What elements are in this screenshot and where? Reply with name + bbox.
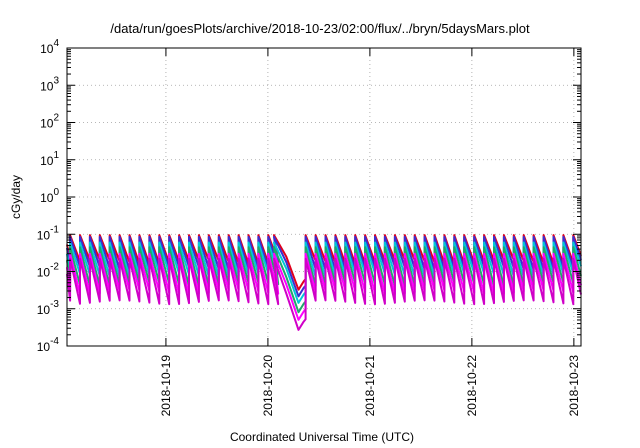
y-tick-label: 102 [40,113,59,131]
y-tick-label: 10-4 [37,336,60,354]
series-line [66,257,582,331]
y-ticks: 10-4 10-3 10-2 10-1 100 101 102 103 104 [37,38,581,354]
x-axis-label: Coordinated Universal Time (UTC) [230,430,414,444]
y-tick-label: 104 [40,38,59,56]
grid [67,48,581,346]
y-tick-label: 10-2 [37,262,60,280]
y-tick-label: 10-1 [37,224,60,242]
y-tick-label: 100 [40,187,59,205]
x-tick-label: 2018-10-23 [567,355,581,417]
y-tick-label: 101 [40,150,59,168]
x-tick-label: 2018-10-19 [159,355,173,417]
y-tick-label: 103 [40,75,59,93]
y-axis-label: cGy/day [9,175,23,219]
x-ticks: 2018-10-19 2018-10-20 2018-10-21 2018-10-22… [159,48,581,416]
x-tick-label: 2018-10-21 [363,355,377,417]
y-tick-label: 10-3 [37,299,60,317]
x-tick-label: 2018-10-22 [465,355,479,417]
chart-title: /data/run/goesPlots/archive/2018-10-23/0… [110,21,530,36]
x-tick-label: 2018-10-20 [261,355,275,417]
series-lines [66,234,582,331]
